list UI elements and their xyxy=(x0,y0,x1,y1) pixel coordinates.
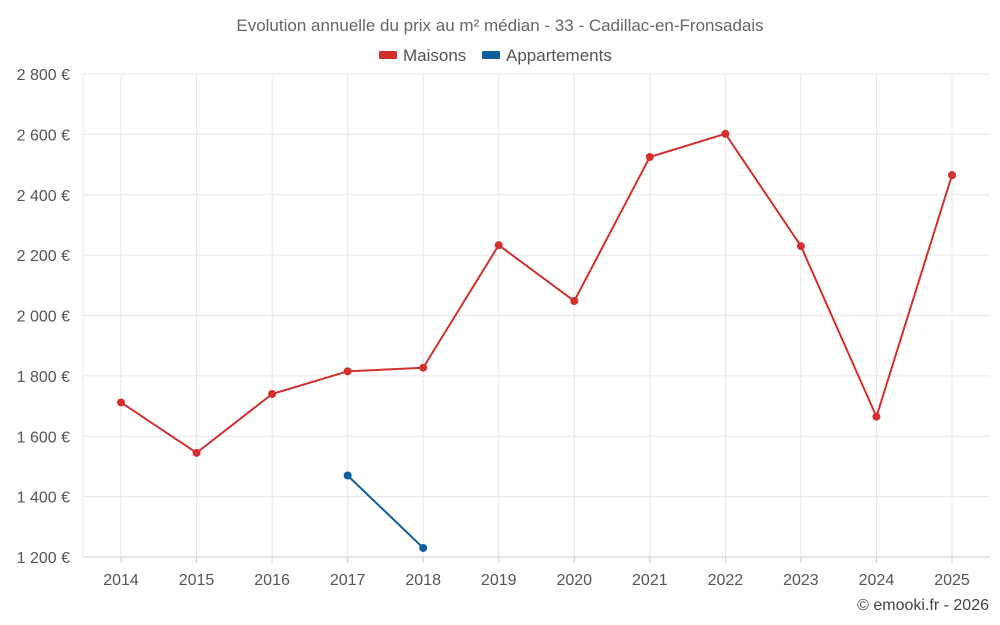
data-point-maisons-2024[interactable] xyxy=(872,412,881,421)
y-tick-label: 2 600 € xyxy=(17,127,70,144)
x-tick-label: 2023 xyxy=(783,572,819,589)
data-point-maisons-2017[interactable] xyxy=(343,367,352,376)
legend: Maisons Appartements xyxy=(379,46,612,65)
y-tick-label: 2 800 € xyxy=(17,67,70,84)
series-layer xyxy=(117,129,956,552)
x-tick-label: 2014 xyxy=(103,572,139,589)
data-point-maisons-2019[interactable] xyxy=(494,241,503,250)
data-point-maisons-2016[interactable] xyxy=(268,389,277,398)
x-tick-label: 2025 xyxy=(934,572,970,589)
y-tick-label: 1 600 € xyxy=(17,429,70,446)
y-tick-label: 1 800 € xyxy=(17,369,70,386)
footer-credit: © emooki.fr - 2026 xyxy=(857,597,989,614)
data-point-maisons-2022[interactable] xyxy=(721,129,730,138)
data-point-maisons-2021[interactable] xyxy=(645,153,654,162)
data-point-appartements-2017[interactable] xyxy=(343,471,352,480)
x-tick-label: 2018 xyxy=(405,572,441,589)
y-axis: 1 200 € 1 400 € 1 600 € 1 800 € 2 000 € 2 200… xyxy=(17,67,70,567)
y-tick-label: 2 400 € xyxy=(17,188,70,205)
x-tick-label: 2016 xyxy=(254,572,290,589)
legend-item-appartements[interactable]: Appartements xyxy=(482,46,612,65)
x-tick-label: 2024 xyxy=(859,572,895,589)
legend-swatch-maisons xyxy=(379,51,397,59)
legend-label-maisons: Maisons xyxy=(403,46,466,65)
series-line-appartements xyxy=(346,474,424,549)
data-point-maisons-2015[interactable] xyxy=(192,448,201,457)
data-point-maisons-2023[interactable] xyxy=(796,242,805,251)
x-tick-label: 2019 xyxy=(481,572,517,589)
data-point-maisons-2018[interactable] xyxy=(419,363,428,372)
legend-swatch-appartements xyxy=(482,51,500,59)
legend-item-maisons[interactable]: Maisons xyxy=(379,46,466,65)
data-point-maisons-2025[interactable] xyxy=(948,171,956,180)
data-point-maisons-2020[interactable] xyxy=(570,297,579,306)
x-tick-label: 2017 xyxy=(330,572,366,589)
x-tick-label: 2020 xyxy=(556,572,592,589)
legend-label-appartements: Appartements xyxy=(506,46,612,65)
x-axis: 2014 2015 2016 2017 2018 2019 2020 2021 2022 2023… xyxy=(103,557,970,589)
x-tick-label: 2021 xyxy=(632,572,668,589)
data-point-maisons-2014[interactable] xyxy=(117,398,125,407)
data-point-appartements-2018[interactable] xyxy=(419,543,428,552)
series-appartements xyxy=(343,471,428,552)
chart-title: Evolution annuelle du prix au m² médian … xyxy=(236,16,763,35)
series-maisons xyxy=(117,129,956,457)
series-line-maisons xyxy=(120,132,953,454)
y-tick-label: 1 200 € xyxy=(17,550,70,567)
x-tick-label: 2015 xyxy=(179,572,215,589)
y-tick-label: 2 000 € xyxy=(17,309,70,326)
y-tick-label: 2 200 € xyxy=(17,248,70,265)
grid xyxy=(82,73,990,558)
x-tick-label: 2022 xyxy=(708,572,744,589)
y-tick-label: 1 400 € xyxy=(17,490,70,507)
